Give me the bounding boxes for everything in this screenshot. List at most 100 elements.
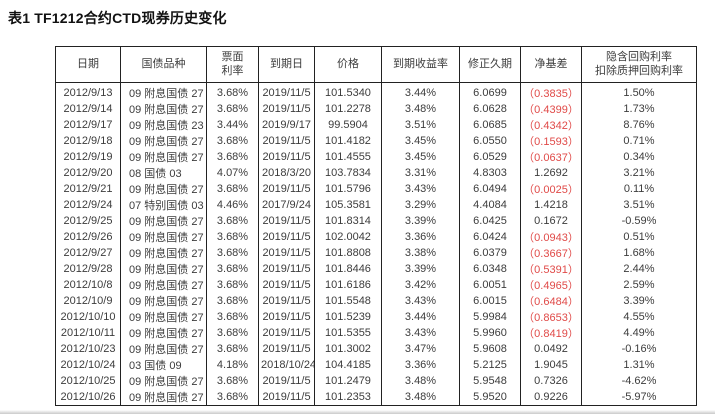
col-header-ytm: 到期收益率 [381, 46, 460, 83]
cell-ytm: 3.48% [381, 101, 460, 117]
cell-date: 2012/10/24 [55, 357, 121, 373]
cell-maturity: 2019/11/5 [258, 325, 315, 341]
cell-ytm: 3.31% [381, 165, 460, 181]
cell-maturity: 2019/11/5 [258, 133, 315, 149]
cell-date: 2012/10/25 [55, 373, 121, 389]
cell-net-basis: 0.9226 [520, 389, 582, 406]
table-row: 2012/9/13 09 附息国债 27 3.68% 2019/11/5 101.534… [55, 82, 697, 101]
cell-maturity: 2018/3/20 [258, 165, 315, 181]
cell-coupon: 3.68% [206, 101, 259, 117]
cell-maturity: 2019/11/5 [258, 181, 315, 197]
cell-price: 104.4185 [314, 357, 382, 373]
cell-ytm: 3.44% [381, 309, 460, 325]
cell-maturity: 2019/11/5 [258, 229, 315, 245]
cell-price: 99.5904 [314, 117, 382, 133]
cell-ytm: 3.39% [381, 213, 460, 229]
cell-price: 103.7834 [314, 165, 382, 181]
cell-bond: 09 附息国债 27 [120, 277, 207, 293]
cell-bond: 09 附息国债 27 [120, 373, 207, 389]
cell-duration: 6.0348 [459, 261, 521, 277]
table-row: 2012/9/17 09 附息国债 23 3.44% 2019/9/17 99.5904… [55, 117, 697, 133]
cell-net-basis: 1.4218 [520, 197, 582, 213]
cell-date: 2012/10/9 [55, 293, 121, 309]
cell-duration: 4.4084 [459, 197, 521, 213]
cell-net-basis: （0.0637） [520, 149, 582, 165]
cell-maturity: 2019/11/5 [258, 101, 315, 117]
cell-ytm: 3.47% [381, 341, 460, 357]
table-row: 2012/10/10 09 附息国债 27 3.68% 2019/11/5 101.52… [55, 309, 697, 325]
table-row: 2012/9/25 09 附息国债 27 3.68% 2019/11/5 101.831… [55, 213, 697, 229]
cell-maturity: 2019/11/5 [258, 309, 315, 325]
cell-date: 2012/9/20 [55, 165, 121, 181]
table-body: 2012/9/13 09 附息国债 27 3.68% 2019/11/5 101.534… [55, 82, 697, 406]
cell-ytm: 3.45% [381, 133, 460, 149]
cell-duration: 6.0494 [459, 181, 521, 197]
cell-irr-minus-repo: 4.49% [581, 325, 697, 341]
cell-price: 101.5796 [314, 181, 382, 197]
table-row: 2012/9/18 09 附息国债 27 3.68% 2019/11/5 101.418… [55, 133, 697, 149]
cell-irr-minus-repo: 8.76% [581, 117, 697, 133]
cell-maturity: 2018/10/24 [258, 357, 315, 373]
cell-date: 2012/9/24 [55, 197, 121, 213]
table-row: 2012/9/19 09 附息国债 27 3.68% 2019/11/5 101.455… [55, 149, 697, 165]
cell-net-basis: （0.5391） [520, 261, 582, 277]
cell-net-basis: （0.4342） [520, 117, 582, 133]
table-row: 2012/9/24 07 特别国债 03 4.46% 2017/9/24 105.358… [55, 197, 697, 213]
cell-irr-minus-repo: 3.39% [581, 293, 697, 309]
cell-coupon: 3.68% [206, 309, 259, 325]
cell-irr-minus-repo: 0.11% [581, 181, 697, 197]
cell-ytm: 3.51% [381, 117, 460, 133]
cell-coupon: 3.68% [206, 261, 259, 277]
cell-irr-minus-repo: -0.16% [581, 341, 697, 357]
cell-irr-minus-repo: -0.59% [581, 213, 697, 229]
cell-price: 101.8314 [314, 213, 382, 229]
cell-bond: 09 附息国债 27 [120, 261, 207, 277]
ctd-history-table: 日期 国债品种 票面 利率 到期日 价格 到期收益率 修正久期 净基差 隐含回购… [55, 46, 697, 406]
cell-net-basis: 0.1672 [520, 213, 582, 229]
cell-maturity: 2017/9/24 [258, 197, 315, 213]
cell-ytm: 3.42% [381, 277, 460, 293]
cell-date: 2012/9/27 [55, 245, 121, 261]
cell-net-basis: （0.8419） [520, 325, 582, 341]
cell-coupon: 4.46% [206, 197, 259, 213]
cell-date: 2012/10/11 [55, 325, 121, 341]
table-row: 2012/9/21 09 附息国债 27 3.68% 2019/11/5 101.579… [55, 181, 697, 197]
cell-date: 2012/9/28 [55, 261, 121, 277]
cell-coupon: 3.68% [206, 373, 259, 389]
cell-date: 2012/10/8 [55, 277, 121, 293]
cell-net-basis: 0.7326 [520, 373, 582, 389]
cell-price: 101.8808 [314, 245, 382, 261]
cell-coupon: 4.07% [206, 165, 259, 181]
cell-ytm: 3.44% [381, 82, 460, 101]
cell-bond: 09 附息国债 23 [120, 117, 207, 133]
table-row: 2012/10/23 09 附息国债 27 3.68% 2019/11/5 101.30… [55, 341, 697, 357]
cell-price: 101.2278 [314, 101, 382, 117]
cell-duration: 5.9960 [459, 325, 521, 341]
cell-price: 101.6186 [314, 277, 382, 293]
cell-ytm: 3.48% [381, 389, 460, 406]
table-row: 2012/10/9 09 附息国债 27 3.68% 2019/11/5 101.554… [55, 293, 697, 309]
cell-price: 101.4182 [314, 133, 382, 149]
cell-bond: 09 附息国债 27 [120, 293, 207, 309]
cell-bond: 09 附息国债 27 [120, 341, 207, 357]
cell-net-basis: （0.0943） [520, 229, 582, 245]
header-row: 日期 国债品种 票面 利率 到期日 价格 到期收益率 修正久期 净基差 隐含回购… [55, 46, 697, 83]
cell-ytm: 3.38% [381, 245, 460, 261]
cell-net-basis: （0.3667） [520, 245, 582, 261]
cell-duration: 6.0425 [459, 213, 521, 229]
cell-duration: 6.0529 [459, 149, 521, 165]
table-row: 2012/10/26 09 附息国债 27 3.68% 2019/11/5 101.23… [55, 389, 697, 406]
cell-price: 101.8446 [314, 261, 382, 277]
cell-price: 101.4555 [314, 149, 382, 165]
cell-net-basis: （0.1593） [520, 133, 582, 149]
table-header: 日期 国债品种 票面 利率 到期日 价格 到期收益率 修正久期 净基差 隐含回购… [55, 46, 697, 83]
table-row: 2012/9/14 09 附息国债 27 3.68% 2019/11/5 101.227… [55, 101, 697, 117]
cell-price: 101.5340 [314, 82, 382, 101]
cell-ytm: 3.39% [381, 261, 460, 277]
cell-ytm: 3.45% [381, 149, 460, 165]
cell-ytm: 3.43% [381, 181, 460, 197]
cell-maturity: 2019/11/5 [258, 261, 315, 277]
cell-bond: 03 国债 09 [120, 357, 207, 373]
cell-coupon: 4.18% [206, 357, 259, 373]
col-header-price: 价格 [314, 46, 382, 83]
